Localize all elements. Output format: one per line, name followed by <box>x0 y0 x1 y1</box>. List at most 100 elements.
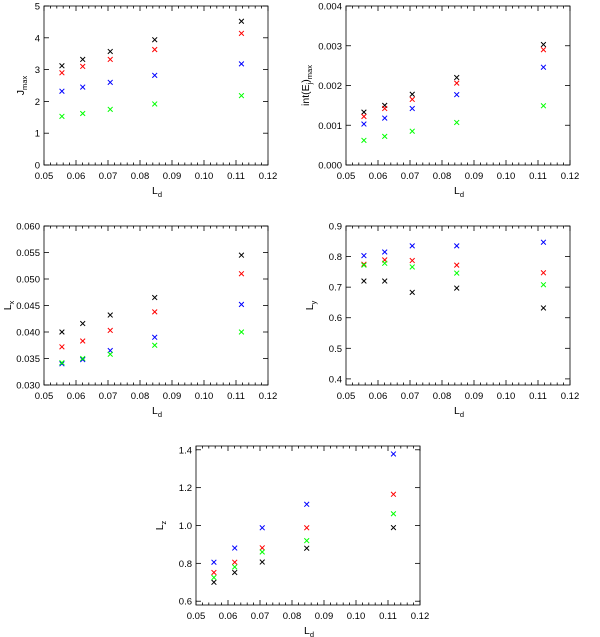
data-point <box>151 334 158 341</box>
y-tick-label: 0.060 <box>16 222 40 233</box>
y-tick-label: 0.8 <box>179 559 192 570</box>
data-point <box>409 257 415 264</box>
data-point <box>79 84 86 90</box>
data-point <box>107 327 113 334</box>
y-tick-label: 1 <box>35 129 40 140</box>
x-tick-label: 0.07 <box>99 391 118 402</box>
data-point <box>381 278 388 284</box>
data-point <box>409 243 415 249</box>
data-point <box>238 301 245 308</box>
x-tick-label: 0.09 <box>465 171 484 182</box>
x-axis-label: Ld <box>304 625 314 637</box>
x-axis-label: Ld <box>152 185 162 199</box>
x-tick-label: 0.09 <box>465 391 484 402</box>
y-tick-label: 3 <box>35 65 40 76</box>
data-point <box>259 559 265 565</box>
data-point <box>211 569 217 576</box>
x-tick-label: 0.05 <box>187 611 206 622</box>
x-tick-label: 0.06 <box>369 391 388 402</box>
data-point <box>107 48 113 55</box>
data-point <box>540 41 547 48</box>
data-point <box>361 109 367 115</box>
series-4 <box>211 511 397 581</box>
data-point <box>540 64 547 70</box>
data-point <box>107 56 113 63</box>
data-point <box>59 70 65 76</box>
data-point <box>390 491 397 498</box>
data-point <box>59 88 65 94</box>
data-point <box>238 30 245 37</box>
x-tick-label: 0.12 <box>411 611 430 622</box>
chart-panel-3: 0.05 0.06 0.07 0.08 0.09 0.10 0.11 0.12 0.030 0.0… <box>2 222 277 420</box>
data-point <box>211 579 217 586</box>
data-point <box>453 119 460 126</box>
y-axis-label: Lx <box>2 300 16 310</box>
x-axis-label: Ld <box>152 405 162 419</box>
data-point <box>151 36 158 43</box>
y-tick-label: 0.002 <box>318 81 342 92</box>
x-tick-label: 0.08 <box>131 391 150 402</box>
plot-frame <box>345 225 571 386</box>
x-axis-label: Ld <box>454 405 464 419</box>
series-2 <box>59 270 245 350</box>
x-tick-label: 0.12 <box>561 391 580 402</box>
x-tick-label: 0.06 <box>67 391 86 402</box>
data-point <box>540 281 547 288</box>
series-4 <box>59 92 245 120</box>
series-3 <box>361 239 547 259</box>
y-tick-label: 0.001 <box>318 121 342 132</box>
data-point <box>151 72 158 79</box>
series-4 <box>59 329 245 366</box>
y-tick-label: 0.045 <box>16 301 40 312</box>
x-tick-label: 0.05 <box>35 391 54 402</box>
x-tick-label: 0.07 <box>251 611 270 622</box>
y-tick-label: 0.004 <box>318 2 342 13</box>
data-point <box>390 511 397 517</box>
x-tick-label: 0.12 <box>561 171 580 182</box>
data-point <box>238 329 245 335</box>
data-point <box>409 128 415 134</box>
data-point <box>107 79 113 86</box>
x-tick-label: 0.12 <box>259 391 278 402</box>
series-1 <box>211 524 397 586</box>
y-axis-label: Lz <box>154 520 168 530</box>
data-point <box>59 63 65 69</box>
data-point <box>211 574 217 581</box>
data-point <box>453 262 460 268</box>
plot-frame <box>345 5 571 166</box>
series-4 <box>361 103 547 144</box>
data-point <box>151 101 158 107</box>
y-tick-label: 0.6 <box>179 597 192 608</box>
y-tick-label: 1.4 <box>179 445 192 456</box>
series-1 <box>361 41 547 115</box>
data-point <box>453 74 460 81</box>
x-axis-label: Ld <box>454 185 464 199</box>
data-point <box>409 105 415 112</box>
y-tick-label: 2 <box>35 97 40 108</box>
chart-panel-2: 0.05 0.06 0.07 0.08 0.09 0.10 0.11 0.12 0.000 0.0… <box>300 2 579 200</box>
data-point <box>231 559 238 565</box>
data-point <box>453 270 460 276</box>
chart-panel-1: 0.05 0.06 0.07 0.08 0.09 0.10 0.11 0.12 0 1 2 3 4 5 Ld… <box>15 2 277 200</box>
y-tick-label: 0.040 <box>16 328 40 339</box>
data-point <box>79 320 86 327</box>
y-tick-label: 0.4 <box>329 374 342 385</box>
data-point <box>59 344 65 350</box>
x-tick-label: 0.09 <box>163 171 182 182</box>
x-tick-label: 0.11 <box>529 171 547 182</box>
x-tick-label: 0.11 <box>529 391 547 402</box>
data-point <box>361 121 367 127</box>
x-tick-label: 0.08 <box>131 171 150 182</box>
y-tick-label: 0.003 <box>318 41 342 52</box>
y-axis-label: int(Ej)max <box>300 65 314 106</box>
data-point <box>79 338 86 344</box>
x-tick-label: 0.08 <box>433 391 452 402</box>
data-point <box>231 569 238 576</box>
x-tick-label: 0.07 <box>99 171 118 182</box>
x-tick-label: 0.10 <box>195 391 214 402</box>
y-tick-label: 0.035 <box>16 354 40 365</box>
data-point <box>303 525 310 531</box>
y-axis-label: Ly <box>304 300 318 310</box>
x-tick-label: 0.06 <box>369 171 388 182</box>
